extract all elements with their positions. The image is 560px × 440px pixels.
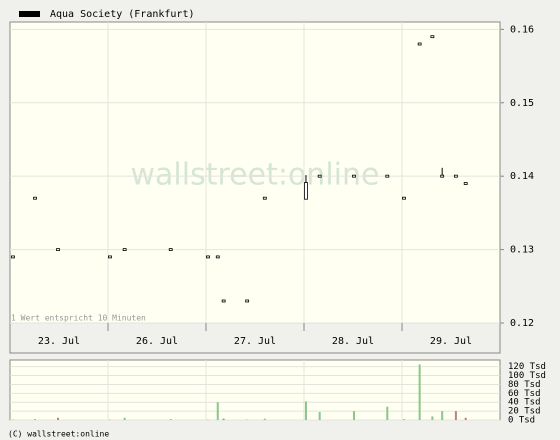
date-band — [9, 322, 501, 354]
volume-bar — [57, 417, 60, 420]
candle-body — [304, 182, 308, 200]
candle-body — [352, 174, 356, 178]
volume-bar — [222, 418, 225, 420]
candle-body — [11, 255, 15, 259]
candle-body — [317, 174, 322, 178]
candle-body — [215, 255, 220, 259]
candle-body — [56, 248, 60, 251]
candle-body — [168, 248, 173, 251]
volume-bar — [454, 411, 457, 420]
candle-body — [417, 42, 422, 46]
watermark: wallstreet:online — [131, 158, 380, 193]
candle-body — [262, 196, 267, 200]
volume-bar — [431, 416, 434, 420]
candle-body — [453, 174, 458, 178]
note: 1 Wert entspricht 10 Minuten — [11, 314, 146, 323]
volume-tick-label: 100 Tsd — [508, 371, 546, 381]
candle-body — [33, 196, 37, 200]
volume-bar — [216, 402, 219, 420]
volume-tick-label: 0 Tsd — [508, 416, 535, 426]
volume-bar — [464, 417, 467, 420]
candle-body — [108, 255, 112, 259]
volume-bar — [33, 419, 36, 420]
candle-body — [402, 196, 406, 200]
x-tick-label: 27. Jul — [234, 336, 276, 347]
legend-label: Aqua Society (Frankfurt) — [50, 9, 195, 20]
volume-bar — [402, 419, 405, 420]
volume-tick-label: 60 Tsd — [508, 389, 541, 399]
volume-bar — [418, 364, 421, 420]
candle-body — [245, 299, 250, 303]
volume-bar — [318, 412, 321, 420]
x-tick-label: 28. Jul — [332, 336, 374, 347]
y-tick-label: 0.14 — [510, 171, 534, 182]
candle-body — [463, 182, 468, 185]
copyright: (C) wallstreet:online — [8, 430, 109, 439]
x-tick-label: 26. Jul — [136, 336, 178, 347]
volume-tick-label: 40 Tsd — [508, 398, 541, 408]
volume-bar — [304, 401, 307, 420]
volume-tick-label: 80 Tsd — [508, 380, 541, 390]
candle-body — [122, 248, 127, 251]
candle-body — [221, 299, 226, 303]
candle-body — [385, 174, 390, 178]
candle-body — [440, 174, 445, 178]
volume-bar — [441, 411, 444, 420]
candle-body — [206, 255, 210, 259]
x-tick-label: 23. Jul — [38, 336, 80, 347]
volume-bar — [352, 411, 355, 420]
volume-panel — [9, 359, 501, 421]
volume-tick-label: 20 Tsd — [508, 407, 541, 417]
legend-swatch — [19, 11, 40, 17]
x-tick-label: 29. Jul — [430, 336, 472, 347]
volume-tick-label: 120 Tsd — [508, 362, 546, 372]
volume-bar — [386, 406, 389, 420]
price-panel — [9, 21, 501, 324]
volume-bar — [123, 417, 126, 420]
y-tick-label: 0.13 — [510, 245, 534, 256]
y-tick-label: 0.16 — [510, 24, 534, 35]
y-tick-label: 0.15 — [510, 98, 534, 109]
volume-bar — [169, 419, 172, 420]
y-tick-label: 0.12 — [510, 318, 534, 329]
candle-body — [430, 35, 435, 39]
volume-bar — [263, 418, 266, 420]
